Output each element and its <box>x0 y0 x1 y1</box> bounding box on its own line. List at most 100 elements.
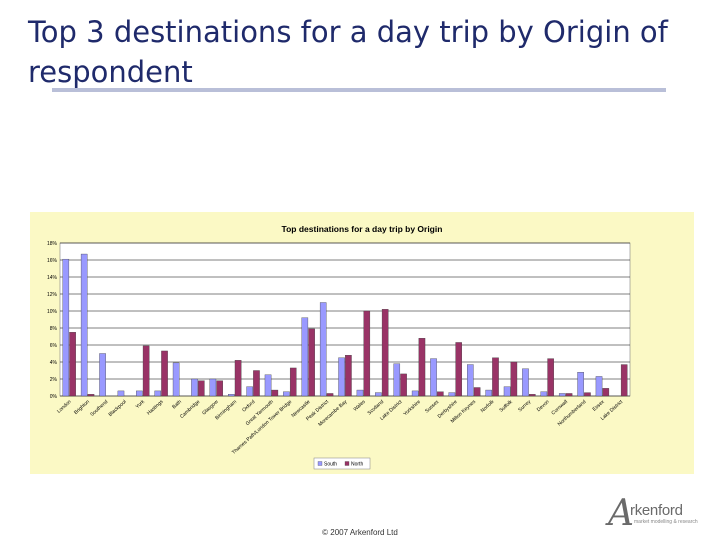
bar-south <box>191 378 198 397</box>
logo-mark: A <box>608 493 634 534</box>
bar-south <box>393 363 401 397</box>
bar-south <box>80 253 88 397</box>
bar-north <box>492 357 499 397</box>
y-tick-label: 12% <box>47 292 58 298</box>
bar-north <box>216 380 223 397</box>
bar-north <box>455 342 462 397</box>
chart-panel: Top destinations for a day trip by Origi… <box>30 212 694 474</box>
x-tick-label: Sussex <box>424 399 441 415</box>
bar-south <box>522 368 529 397</box>
bar-south <box>117 390 125 397</box>
slide-title: Top 3 destinations for a day trip by Ori… <box>28 15 668 89</box>
bar-north <box>87 394 95 397</box>
bar-north <box>473 387 481 397</box>
bar-south <box>448 392 456 397</box>
bar-north <box>400 373 407 397</box>
bar-south <box>301 317 309 397</box>
bar-south <box>558 393 566 397</box>
bar-north <box>308 328 315 397</box>
x-tick-label: Oxford <box>241 399 256 414</box>
copyright-footer: © 2007 Arkenford Ltd <box>322 528 398 537</box>
bar-south <box>338 357 345 397</box>
y-tick-label: 18% <box>47 241 58 247</box>
bar-north <box>161 350 168 397</box>
logo-tagline: market modelling & research <box>634 519 698 525</box>
legend-box <box>313 457 371 470</box>
bar-north <box>253 370 260 397</box>
bar-north <box>584 392 591 397</box>
bar-south <box>62 258 70 397</box>
logo-name: rkenford <box>630 502 683 519</box>
bar-south <box>283 391 290 397</box>
bar-south <box>136 390 143 397</box>
x-tick-label: Wales <box>353 399 368 413</box>
y-tick-label: 4% <box>50 360 58 366</box>
bar-south <box>595 376 603 397</box>
bar-north <box>528 394 536 397</box>
bar-south <box>172 362 180 397</box>
bar-north <box>418 338 426 397</box>
bar-south <box>356 389 364 397</box>
day-trip-bar-chart: Top destinations for a day trip by Origi… <box>47 224 631 470</box>
x-tick-label: Cambridge <box>179 399 201 420</box>
x-tick-label: Suffolk <box>499 399 515 414</box>
bar-north <box>326 393 334 397</box>
x-tick-label: Essex <box>592 399 607 413</box>
bar-south <box>467 364 474 397</box>
bar-south <box>319 302 327 397</box>
bar-south <box>411 390 419 397</box>
legend-swatch-north <box>344 461 350 466</box>
bar-south <box>485 389 492 397</box>
bar-south <box>375 392 382 397</box>
y-tick-label: 16% <box>47 258 58 264</box>
legend-label-north: North <box>351 462 363 468</box>
bar-north <box>547 358 554 397</box>
bar-south <box>228 394 235 397</box>
x-tick-label: Norfolk <box>480 399 496 414</box>
bar-north <box>345 355 352 397</box>
legend-swatch-south <box>317 461 323 466</box>
y-tick-label: 0% <box>50 394 58 400</box>
x-tick-label: London <box>56 399 73 415</box>
x-tick-label: Blackpool <box>108 399 128 418</box>
x-tick-label: York <box>135 399 147 410</box>
bar-north <box>69 332 76 397</box>
x-tick-label: Bath <box>171 399 183 410</box>
bar-north <box>620 364 628 397</box>
bar-south <box>154 390 162 397</box>
chart-title: Top destinations for a day trip by Origi… <box>282 224 443 234</box>
x-tick-label: Devon <box>536 399 551 413</box>
x-tick-label: Hastings <box>146 399 165 417</box>
bar-south <box>430 358 437 397</box>
x-tick-label: Surrey <box>517 399 532 414</box>
bar-south <box>209 378 217 397</box>
bar-south <box>577 372 584 397</box>
bar-north <box>363 310 371 397</box>
bar-north <box>198 380 205 397</box>
bar-north <box>271 389 279 397</box>
bar-north <box>234 360 242 397</box>
bar-south <box>540 391 548 397</box>
bar-south <box>503 386 511 397</box>
bar-north <box>381 309 389 397</box>
bar-south <box>264 374 272 397</box>
bar-north <box>289 367 297 397</box>
bar-north <box>565 393 573 397</box>
bar-north <box>437 391 444 397</box>
y-tick-label: 10% <box>47 309 58 315</box>
y-tick-label: 8% <box>50 326 58 332</box>
bar-south <box>99 353 106 397</box>
bar-north <box>602 388 610 397</box>
bar-north <box>142 345 150 397</box>
x-tick-label: Yorkshire <box>403 399 423 417</box>
bar-south <box>246 386 253 397</box>
y-tick-label: 14% <box>47 275 58 281</box>
y-tick-label: 2% <box>50 377 58 383</box>
title-underline <box>52 88 666 92</box>
x-tick-label: Southend <box>89 399 109 418</box>
legend-label-south: South <box>324 462 337 468</box>
plot-area <box>59 242 631 397</box>
arkenford-logo: A rkenford market modelling & research <box>608 496 708 532</box>
bar-north <box>510 361 518 397</box>
y-tick-label: 6% <box>50 343 58 349</box>
